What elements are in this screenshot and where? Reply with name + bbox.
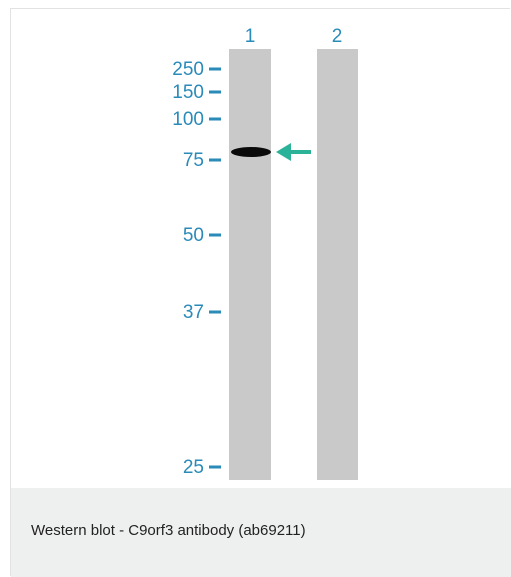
caption: Western blot - C9orf3 antibody (ab69211)	[31, 522, 306, 539]
lane	[317, 49, 358, 480]
marker-label: 37	[183, 302, 204, 323]
marker-label: 150	[172, 82, 204, 103]
lane-label: 2	[332, 26, 343, 47]
marker-label: 75	[183, 150, 204, 171]
band	[231, 147, 271, 157]
lane	[229, 49, 271, 480]
marker-label: 50	[183, 225, 204, 246]
lane-label: 1	[245, 26, 256, 47]
marker-label: 100	[172, 109, 204, 130]
marker-label: 250	[172, 59, 204, 80]
marker-label: 25	[183, 457, 204, 478]
arrow	[276, 143, 311, 161]
caption-bar: Western blot - C9orf3 antibody (ab69211)	[11, 488, 511, 577]
